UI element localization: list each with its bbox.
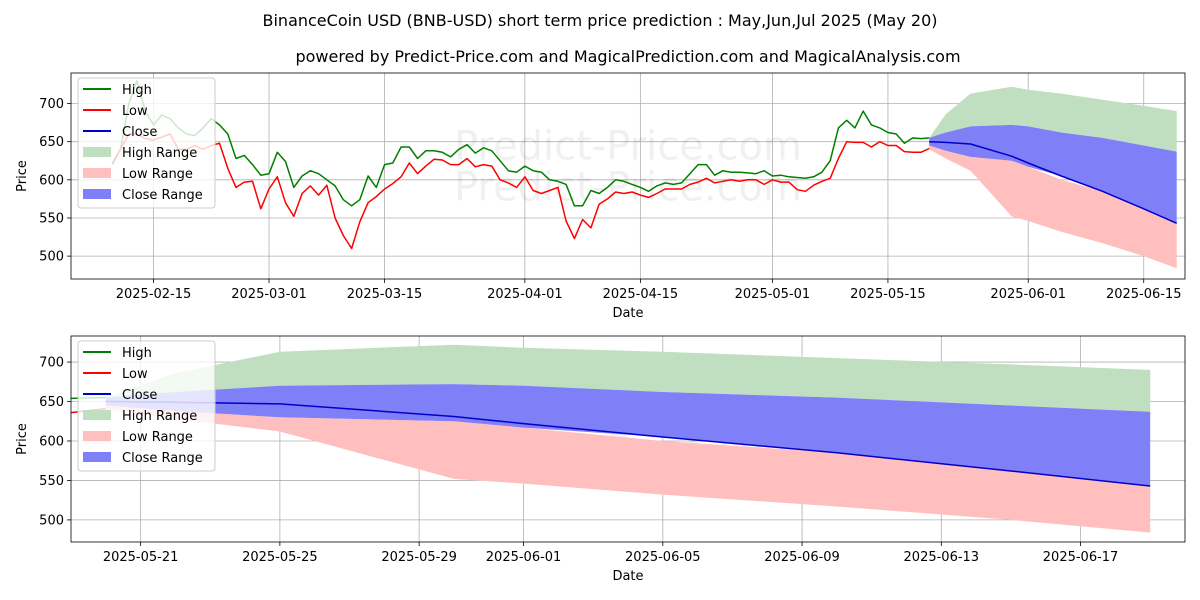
- x-tick-label: 2025-04-15: [603, 287, 679, 302]
- close-series-line: [929, 140, 1178, 224]
- low-series-line: [111, 133, 930, 250]
- y-tick-label: 600: [39, 173, 64, 188]
- x-tick-label: 2025-05-01: [735, 287, 811, 302]
- x-tick-label: 2025-06-17: [1043, 550, 1119, 565]
- low-range-band: [105, 405, 1151, 533]
- legend-label-close-range: Close Range: [122, 451, 203, 466]
- y-axis-label: Price: [15, 423, 30, 455]
- watermark-text: Predict-Price.com: [454, 165, 802, 211]
- x-tick-label: 2025-03-01: [231, 287, 307, 302]
- legend-label-low-range: Low Range: [122, 167, 193, 182]
- legend-label-low: Low: [122, 367, 148, 382]
- y-tick-label: 650: [39, 135, 64, 150]
- legend-label-low-range: Low Range: [122, 430, 193, 445]
- y-axis-label: Price: [15, 160, 30, 192]
- x-tick-label: 2025-03-15: [347, 287, 423, 302]
- x-axis-label: Date: [612, 306, 643, 321]
- x-tick-label: 2025-06-15: [1106, 287, 1182, 302]
- plot-area: [111, 79, 1178, 269]
- legend-swatch-high-range: [83, 410, 111, 420]
- legend-swatch-close-range: [83, 452, 111, 462]
- legend-swatch-high-range: [83, 147, 111, 157]
- high-range-band: [105, 344, 1151, 412]
- y-tick-label: 700: [39, 356, 64, 371]
- chart-subtitle: powered by Predict-Price.com and Magical…: [295, 47, 960, 66]
- legend-swatch-low-range: [83, 168, 111, 178]
- y-tick-label: 500: [39, 513, 64, 528]
- bottom-chart-panel: Predict-Price.comPredict-Price.com2025-0…: [15, 335, 1186, 584]
- y-tick-label: 550: [39, 474, 64, 489]
- legend-label-high: High: [122, 83, 152, 98]
- legend-label-close-range: Close Range: [122, 188, 203, 203]
- legend-label-high-range: High Range: [122, 146, 197, 161]
- x-tick-label: 2025-05-21: [103, 550, 179, 565]
- y-tick-label: 600: [39, 434, 64, 449]
- legend-label-high-range: High Range: [122, 409, 197, 424]
- x-tick-label: 2025-05-15: [850, 287, 926, 302]
- x-axis-label: Date: [612, 569, 643, 584]
- legend-label-close: Close: [122, 125, 157, 140]
- x-tick-label: 2025-06-01: [990, 287, 1066, 302]
- x-tick-label: 2025-02-15: [116, 287, 192, 302]
- low-range-band: [929, 145, 1177, 269]
- x-tick-label: 2025-06-05: [625, 550, 701, 565]
- legend-swatch-low-range: [83, 431, 111, 441]
- x-tick-label: 2025-05-29: [381, 550, 457, 565]
- watermark-text: Predict-Price.com: [454, 124, 802, 170]
- plot-area: [71, 344, 1151, 533]
- high-range-band: [929, 86, 1177, 152]
- chart-title: BinanceCoin USD (BNB-USD) short term pri…: [263, 11, 938, 30]
- legend-label-high: High: [122, 346, 152, 361]
- x-tick-label: 2025-04-01: [487, 287, 563, 302]
- x-tick-label: 2025-05-25: [242, 550, 318, 565]
- legend-box: [77, 340, 216, 472]
- y-tick-label: 550: [39, 211, 64, 226]
- legend-box: [77, 77, 216, 209]
- plot-frame: [70, 72, 1186, 280]
- legend-label-low: Low: [122, 104, 148, 119]
- legend-label-close: Close: [122, 388, 157, 403]
- y-tick-label: 500: [39, 250, 64, 265]
- legend-swatch-close-range: [83, 189, 111, 199]
- high-series-line: [111, 79, 930, 207]
- y-tick-label: 650: [39, 395, 64, 410]
- x-tick-label: 2025-06-09: [764, 550, 840, 565]
- x-tick-label: 2025-06-01: [486, 550, 562, 565]
- y-tick-label: 700: [39, 97, 64, 112]
- plot-frame: [70, 335, 1186, 543]
- x-tick-label: 2025-06-13: [904, 550, 980, 565]
